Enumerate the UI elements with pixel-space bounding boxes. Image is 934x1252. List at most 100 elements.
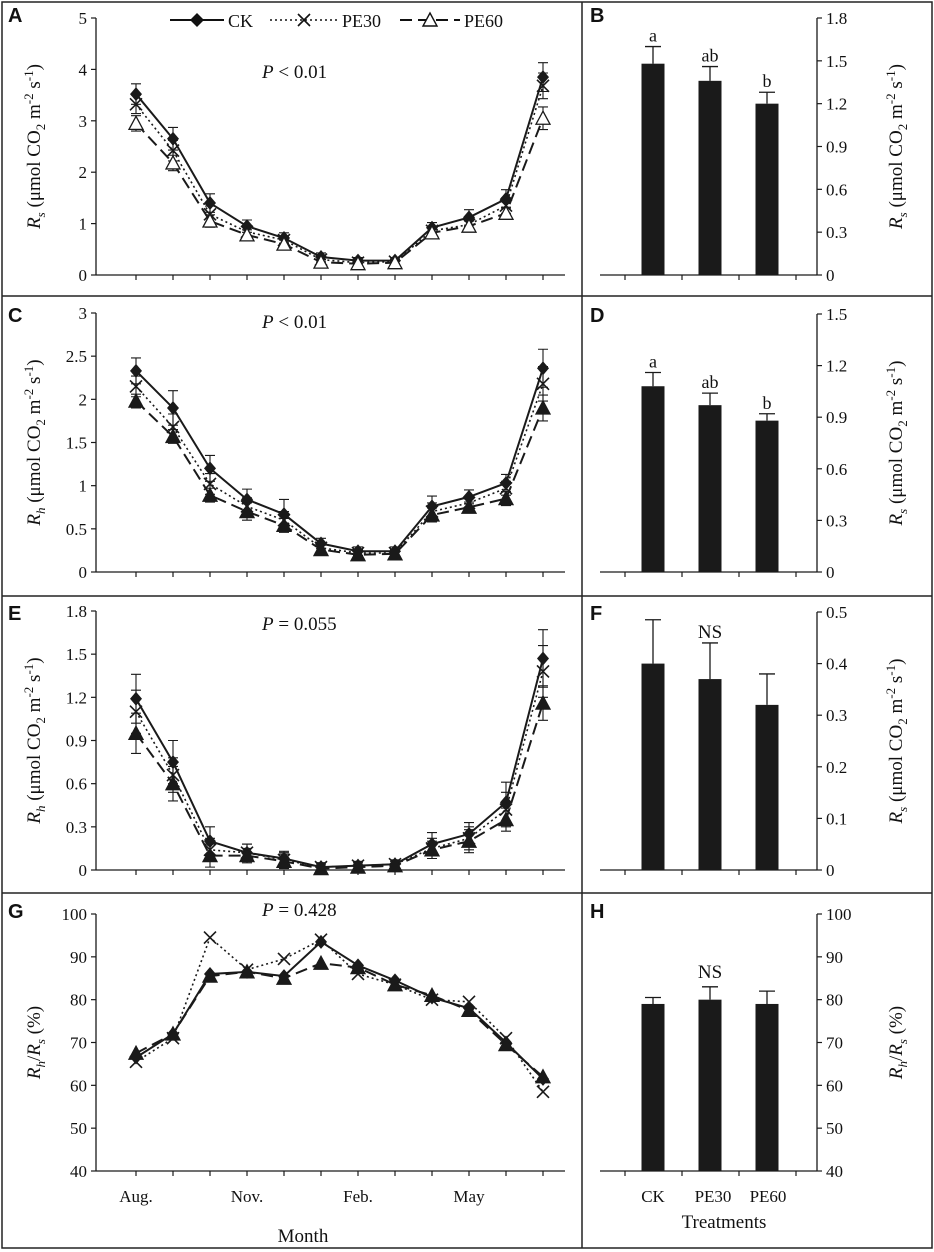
F-stat-label: NS xyxy=(698,622,722,643)
C-pe60-point-4 xyxy=(275,517,293,533)
A-series-pe60 xyxy=(127,106,552,271)
F-error-bar-pe60 xyxy=(759,673,775,705)
H-y-tick-label: 90 xyxy=(826,948,843,967)
D-y-tick-label: 1.2 xyxy=(826,357,847,376)
C-y-tick-label: 0.5 xyxy=(66,520,87,539)
B-y-tick-label: 1.2 xyxy=(826,95,847,114)
G-pe30-point-11 xyxy=(536,1085,550,1099)
G-pe30-point-9 xyxy=(462,995,476,1009)
B-y-tick-label: 0 xyxy=(826,266,835,285)
legend-pe30-x-marker xyxy=(297,13,311,27)
H-y-tick-label: 70 xyxy=(826,1034,843,1053)
F-bar-ck xyxy=(641,663,665,870)
x-axis-title-treatments: Treatments xyxy=(682,1212,767,1233)
B-y-tick-label: 0.6 xyxy=(826,180,847,199)
G-y-tick-label: 70 xyxy=(70,1034,87,1053)
C-ck-point-2 xyxy=(204,461,216,476)
A-pe30-point-1 xyxy=(166,144,180,158)
A-pe60-point-4 xyxy=(275,235,293,251)
E-pe30-point-11 xyxy=(536,664,550,678)
E-pe60-point-5 xyxy=(312,860,330,876)
legend-pe30-label: PE30 xyxy=(342,11,381,31)
E-pe60-point-3 xyxy=(238,847,256,863)
B-y-tick-label: 0.3 xyxy=(826,223,847,242)
legend-ck-diamond-marker xyxy=(190,13,204,27)
E-pe60-point-4 xyxy=(275,852,293,869)
G-x-tick-label: May xyxy=(453,1187,485,1206)
C-pe60-point-2 xyxy=(201,486,219,502)
E-y-axis-title: Rh (μmol CO2 m-2 s-1) xyxy=(21,657,48,824)
C-ck-line xyxy=(135,367,544,553)
H-y-tick-label: 40 xyxy=(826,1162,843,1181)
H-y-axis-title: Rh/Rs (%) xyxy=(886,1006,910,1080)
panel-label-E: E xyxy=(8,603,21,625)
G-pe30-point-4 xyxy=(277,952,291,966)
E-series-pe60 xyxy=(127,685,552,876)
C-pe30-line xyxy=(135,383,544,554)
A-pe60-point-1 xyxy=(164,154,182,170)
G-pe60-point-2 xyxy=(201,967,219,983)
F-y-axis-title: Rs (μmol CO2 m-2 s-1) xyxy=(883,659,910,825)
A-pe60-point-9 xyxy=(460,217,478,233)
G-ck-point-5 xyxy=(315,934,327,949)
H-bar-ck xyxy=(641,1003,665,1171)
H-category-label-ck: CK xyxy=(641,1187,665,1206)
D-significance-letter-ck: a xyxy=(649,351,657,371)
B-bar-pe60 xyxy=(755,103,779,276)
C-pe60-point-6 xyxy=(349,546,367,562)
A-pe60-point-8 xyxy=(423,224,441,240)
x-axis-title-month: Month xyxy=(278,1226,329,1247)
A-y-tick-label: 2 xyxy=(79,163,88,182)
chart-A: A 0 1 2 3 4 5 Rs (μmol CO2 m-2 s-1) P < 0.01 xyxy=(8,5,565,285)
F-y-tick-label: 0.4 xyxy=(826,655,848,674)
A-pe60-point-11 xyxy=(534,109,552,125)
panel-label-H: H xyxy=(590,901,604,923)
C-stat-label: P < 0.01 xyxy=(261,312,327,333)
F-error-bar-pe30 xyxy=(702,642,718,680)
E-stat-label: P = 0.055 xyxy=(261,614,337,635)
A-y-tick-label: 3 xyxy=(79,112,88,131)
B-error-bar-pe60 xyxy=(759,91,775,104)
E-pe60-point-7 xyxy=(386,857,404,873)
C-pe60-point-8 xyxy=(423,506,441,522)
C-pe60-point-10 xyxy=(497,490,515,506)
B-significance-letter-ck: a xyxy=(649,26,657,46)
G-pe60-point-6 xyxy=(349,959,367,975)
E-y-tick-label: 0.3 xyxy=(66,818,87,837)
H-error-bar-ck xyxy=(645,996,661,1004)
D-y-axis-title: Rs (μmol CO2 m-2 s-1) xyxy=(883,361,910,527)
G-y-tick-label: 60 xyxy=(70,1076,87,1095)
G-pe60-point-9 xyxy=(460,1002,478,1018)
B-error-bar-pe30 xyxy=(702,65,718,81)
D-error-bar-pe30 xyxy=(702,392,718,406)
G-y-tick-label: 90 xyxy=(70,948,87,967)
D-y-tick-label: 0.9 xyxy=(826,408,847,427)
E-y-tick-label: 1.5 xyxy=(66,645,87,664)
C-series-pe60 xyxy=(127,392,552,562)
D-bar-pe30 xyxy=(698,405,722,572)
E-y-tick-label: 0.9 xyxy=(66,732,87,751)
chart-E: E 0 0.3 0.6 0.9 1.2 1.5 1.8 Rh (μmol CO2 m-2 s-1… xyxy=(8,602,565,880)
D-bar-ck xyxy=(641,386,665,572)
E-y-tick-label: 1.8 xyxy=(66,602,87,621)
D-error-bar-ck xyxy=(645,371,661,387)
E-pe60-point-8 xyxy=(423,841,441,857)
G-pe60-point-1 xyxy=(164,1025,182,1041)
chart-H: H 40 50 60 70 80 90 100 Rh/Rs (%) NS CK PE30 PE60 xyxy=(590,901,910,1206)
chart-F: F 0 0.1 0.2 0.3 0.4 0.5 Rs (μmol CO2 m-2 s-1) NS xyxy=(590,603,910,880)
E-pe60-point-1 xyxy=(164,775,182,791)
G-pe60-point-3 xyxy=(238,963,256,979)
C-y-tick-label: 0 xyxy=(79,563,88,582)
G-y-tick-label: 100 xyxy=(62,905,88,924)
G-pe60-point-8 xyxy=(423,987,441,1003)
chart-D: D 0 0.3 0.6 0.9 1.2 1.5 Rs (μmol CO2 m-2 s-1) a a… xyxy=(590,305,910,582)
C-y-tick-label: 2 xyxy=(79,390,88,409)
G-y-axis-title: Rh/Rs (%) xyxy=(24,1006,48,1080)
B-y-tick-label: 0.9 xyxy=(826,138,847,157)
B-significance-letter-pe60: b xyxy=(763,71,772,91)
E-ck-line xyxy=(135,658,544,869)
chart-B: B 0 0.3 0.6 0.9 1.2 1.5 1.8 Rs (μmol CO2 m-2 s-1… xyxy=(590,5,910,285)
H-y-tick-label: 60 xyxy=(826,1076,843,1095)
panel-label-D: D xyxy=(590,305,604,327)
